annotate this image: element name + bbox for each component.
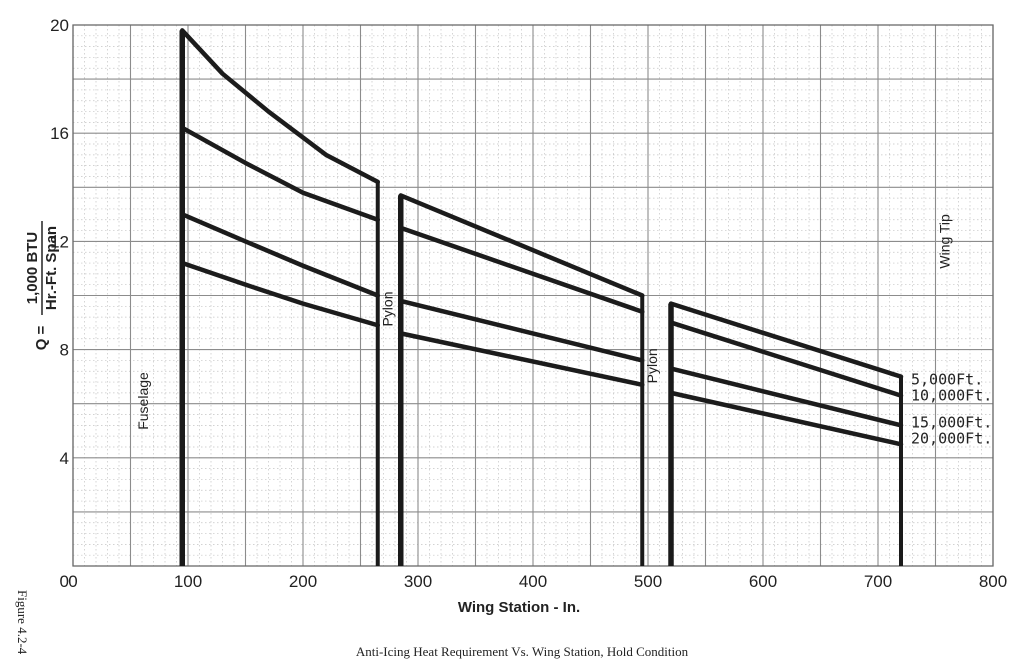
- region-annotation: Pylon: [644, 348, 660, 383]
- series-label: 15,000Ft.: [911, 413, 992, 431]
- series-line-1: [398, 193, 645, 298]
- y-axis-title-numerator: 1,000 BTU: [24, 232, 41, 305]
- x-tick-label: 200: [289, 572, 317, 591]
- station-walls: [179, 30, 903, 566]
- x-tick-label: 500: [634, 572, 662, 591]
- y-tick-labels: 0 4 8 12 16 20: [50, 16, 69, 591]
- x-tick-labels: 0 100 200 300 400 500 600 700 800: [68, 572, 1007, 591]
- series-line-2: [668, 320, 904, 398]
- region-annotation: Pylon: [380, 292, 396, 327]
- series-line-1: [668, 301, 904, 379]
- y-tick-label: 4: [60, 449, 69, 468]
- x-tick-label: 0: [68, 572, 77, 591]
- series-line-4: [668, 390, 904, 447]
- x-tick-label: 600: [749, 572, 777, 591]
- series-line-3: [668, 366, 904, 428]
- region-annotation: Wing Tip: [936, 214, 952, 269]
- series-layer: [180, 28, 904, 447]
- series-line-3: [398, 298, 645, 363]
- region-annotation: Fuselage: [135, 372, 151, 430]
- series-labels: 5,000Ft.10,000Ft. 15,000Ft.20,000Ft.: [911, 371, 992, 448]
- series-label: 10,000Ft.: [911, 387, 992, 405]
- series-line-3: [180, 212, 380, 298]
- series-line-2: [180, 125, 380, 223]
- x-tick-label: 800: [979, 572, 1007, 591]
- y-axis-title-prefix: Q =: [33, 325, 50, 350]
- x-tick-label: 400: [519, 572, 547, 591]
- series-line-2: [398, 225, 645, 314]
- figure-label: Figure 4.2-4: [15, 590, 30, 655]
- x-tick-label: 100: [174, 572, 202, 591]
- x-axis-title: Wing Station - In.: [458, 599, 580, 616]
- y-tick-label: 0: [60, 572, 69, 591]
- y-axis-title: Q = 1,000 BTU Hr.-Ft. Span: [24, 221, 60, 350]
- series-line-4: [398, 331, 645, 388]
- series-line-4: [180, 260, 380, 328]
- y-tick-label: 12: [50, 232, 69, 251]
- plot-frame: [72, 24, 994, 567]
- series-line-1: [180, 28, 380, 185]
- y-tick-label: 20: [50, 16, 69, 35]
- chart-caption: Anti-Icing Heat Requirement Vs. Wing Sta…: [356, 644, 689, 659]
- region-annotations: Fuselage Pylon Pylon Wing Tip: [135, 214, 953, 430]
- y-tick-label: 16: [50, 124, 69, 143]
- series-label: 5,000Ft.: [911, 371, 983, 389]
- x-tick-label: 700: [864, 572, 892, 591]
- x-tick-label: 300: [404, 572, 432, 591]
- y-axis-title-denominator: Hr.-Ft. Span: [43, 226, 60, 310]
- y-tick-label: 8: [60, 341, 69, 360]
- major-gridlines: [72, 24, 994, 567]
- series-label: 20,000Ft.: [911, 429, 992, 447]
